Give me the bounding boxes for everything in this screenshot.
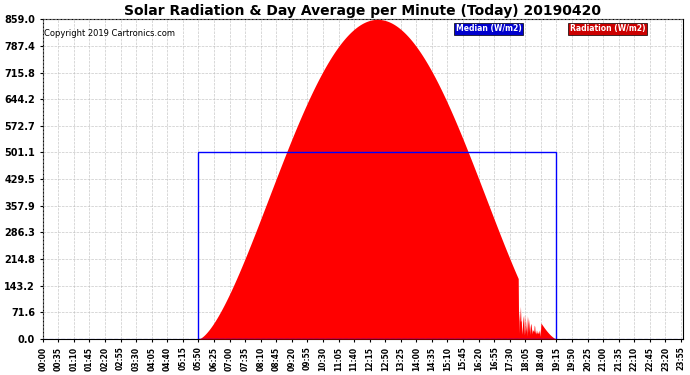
Text: Copyright 2019 Cartronics.com: Copyright 2019 Cartronics.com bbox=[44, 29, 175, 38]
Text: Radiation (W/m2): Radiation (W/m2) bbox=[569, 24, 645, 33]
Text: Median (W/m2): Median (W/m2) bbox=[455, 24, 522, 33]
Bar bbox=[199, 153, 556, 339]
Title: Solar Radiation & Day Average per Minute (Today) 20190420: Solar Radiation & Day Average per Minute… bbox=[124, 4, 601, 18]
